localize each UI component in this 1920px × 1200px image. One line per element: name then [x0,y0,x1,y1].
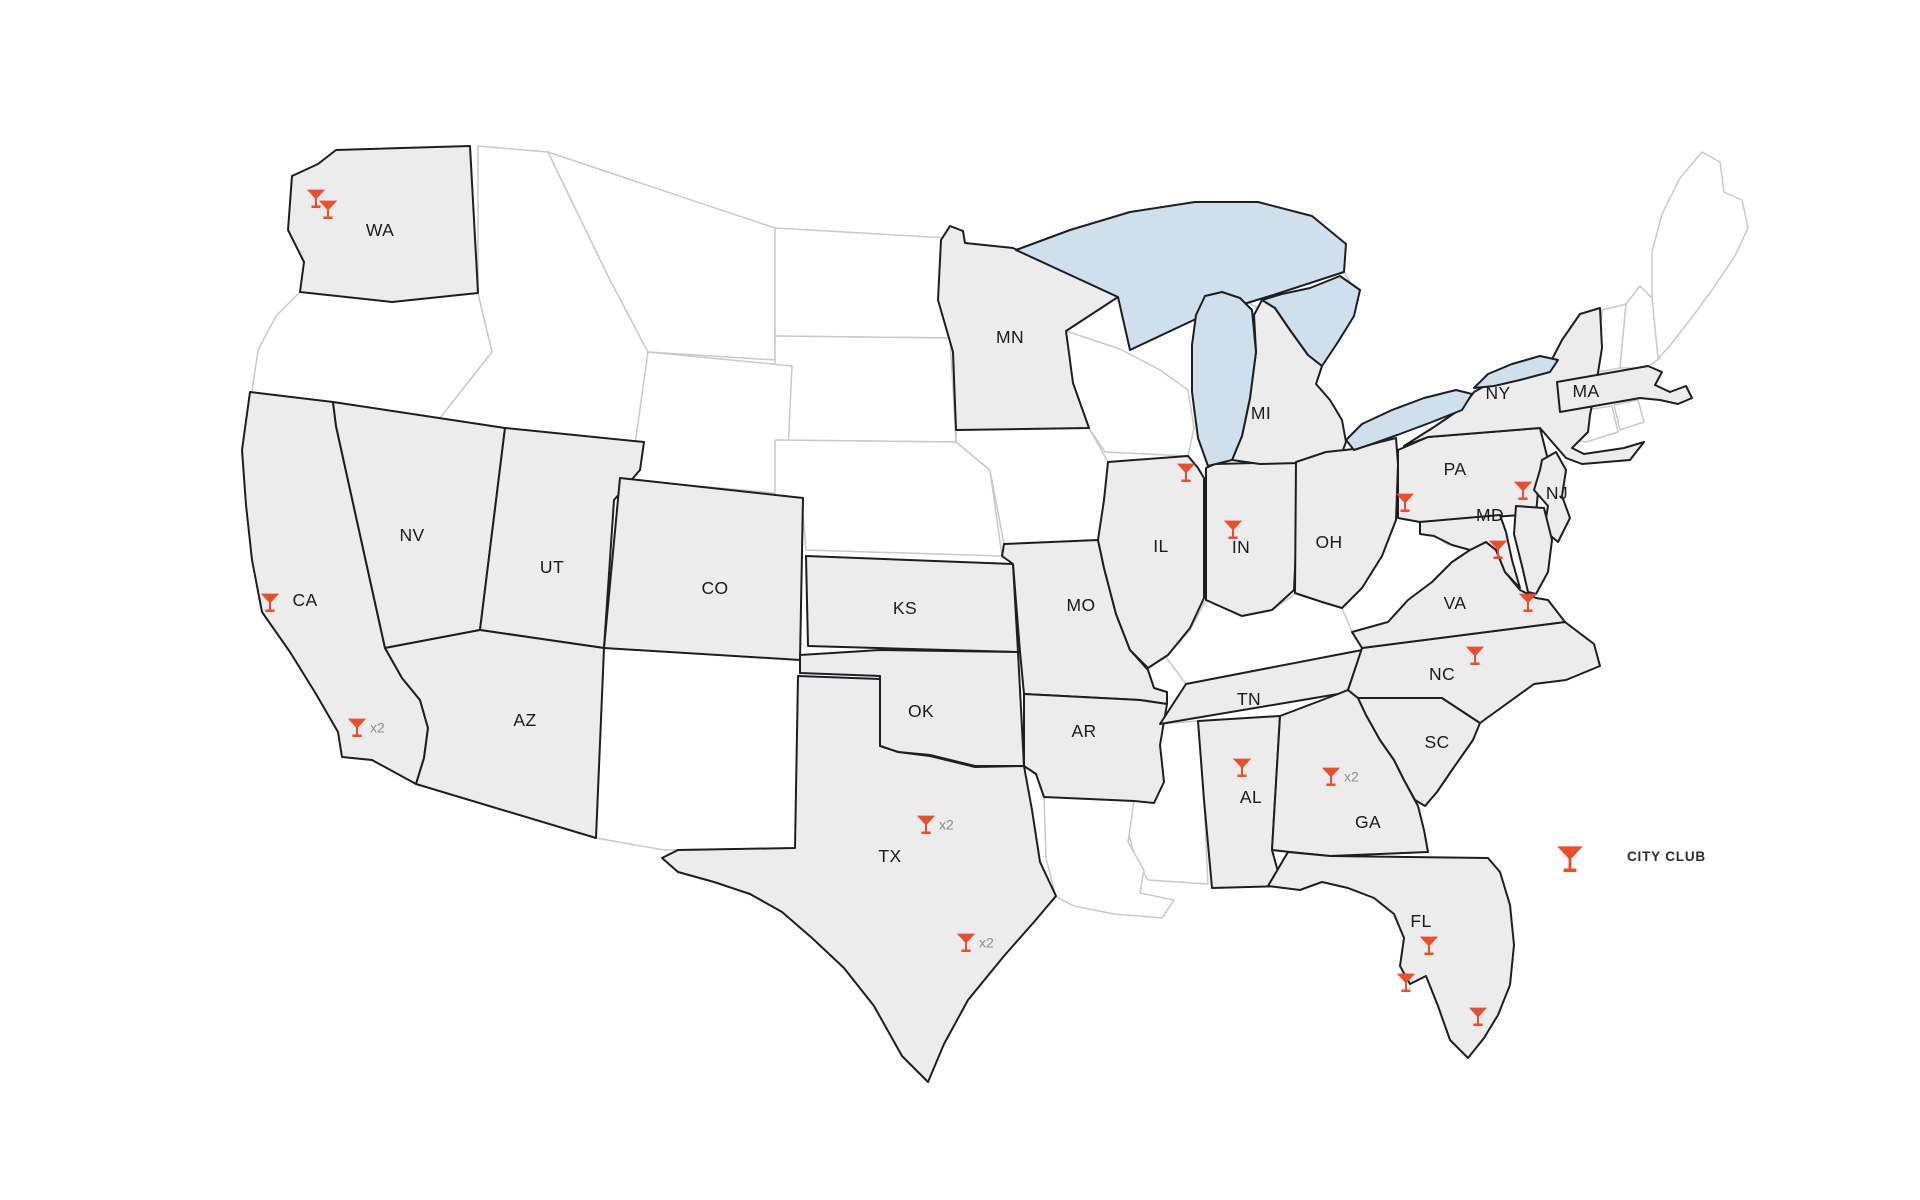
state-label-nv: NV [399,525,424,545]
state-label-oh: OH [1315,532,1342,552]
state-label-va: VA [1444,593,1467,613]
state-label-mo: MO [1067,595,1096,615]
state-label-nc: NC [1429,664,1455,684]
state-label-ut: UT [540,557,564,577]
state-nd [774,227,951,339]
lake-huron [1261,275,1361,367]
marker-multiplier: x2 [1344,769,1359,785]
highlighted-states-layer [241,145,1693,1083]
state-nh [1619,285,1661,369]
state-label-pa: PA [1444,459,1467,479]
state-label-in: IN [1232,537,1250,557]
state-in [1205,461,1301,617]
state-label-il: IL [1153,536,1168,556]
state-tx [661,675,1057,1083]
muted-states-layer [251,145,1749,919]
state-label-ga: GA [1355,812,1381,832]
martini-glass-icon [1557,846,1583,872]
location-markers-layer: x2 x2 x2 x2 [260,189,1538,1027]
state-nj [1533,451,1571,543]
state-wa [287,145,479,303]
state-sd [774,335,957,443]
great-lakes-layer [1015,201,1559,467]
marker-multiplier: x2 [370,720,385,736]
state-label-al: AL [1240,787,1262,807]
marker-multiplier: x2 [939,817,954,833]
lake-erie [1345,389,1473,451]
state-label-wa: WA [366,220,394,240]
state-label-az: AZ [513,710,536,730]
state-il [1097,455,1205,669]
city-club-marker-ca-south[interactable]: x2 [347,718,385,738]
state-label-fl: FL [1410,911,1431,931]
state-label-mn: MN [996,327,1024,347]
state-label-co: CO [701,578,728,598]
state-ar [1023,693,1168,804]
state-nm [595,647,801,851]
state-label-ok: OK [908,701,934,721]
legend: CITY CLUB [1557,846,1706,872]
state-label-ar: AR [1071,721,1096,741]
state-label-md: MD [1476,505,1504,525]
state-me [1651,151,1749,359]
state-ri [1613,399,1645,431]
state-label-ma: MA [1572,381,1599,401]
state-label-tn: TN [1237,689,1261,709]
state-label-ny: NY [1485,383,1510,403]
state-label-sc: SC [1424,732,1449,752]
state-labels-layer: WA CA NV UT CO AZ KS OK TX MN MO AR IL IN MI OH TN AL GA SC… [292,220,1599,931]
state-label-tx: TX [878,846,901,866]
state-co [603,477,804,661]
state-label-mi: MI [1251,403,1271,423]
lake-ontario [1473,355,1559,389]
state-ma [1556,365,1693,413]
state-ne [774,439,1003,557]
marker-multiplier: x2 [979,935,994,951]
legend-label: CITY CLUB [1627,849,1706,864]
state-wy [629,351,793,495]
lake-michigan [1191,291,1257,467]
state-label-nj: NJ [1546,483,1568,503]
city-club-marker-ga[interactable]: x2 [1321,767,1359,787]
state-label-ks: KS [893,598,917,618]
lake-superior [1015,201,1347,351]
state-label-ca: CA [292,590,317,610]
state-fl [1267,851,1515,1059]
city-club-marker-tx-north[interactable]: x2 [916,815,954,835]
city-club-marker-tx-south[interactable]: x2 [956,933,994,953]
state-az [384,629,605,839]
